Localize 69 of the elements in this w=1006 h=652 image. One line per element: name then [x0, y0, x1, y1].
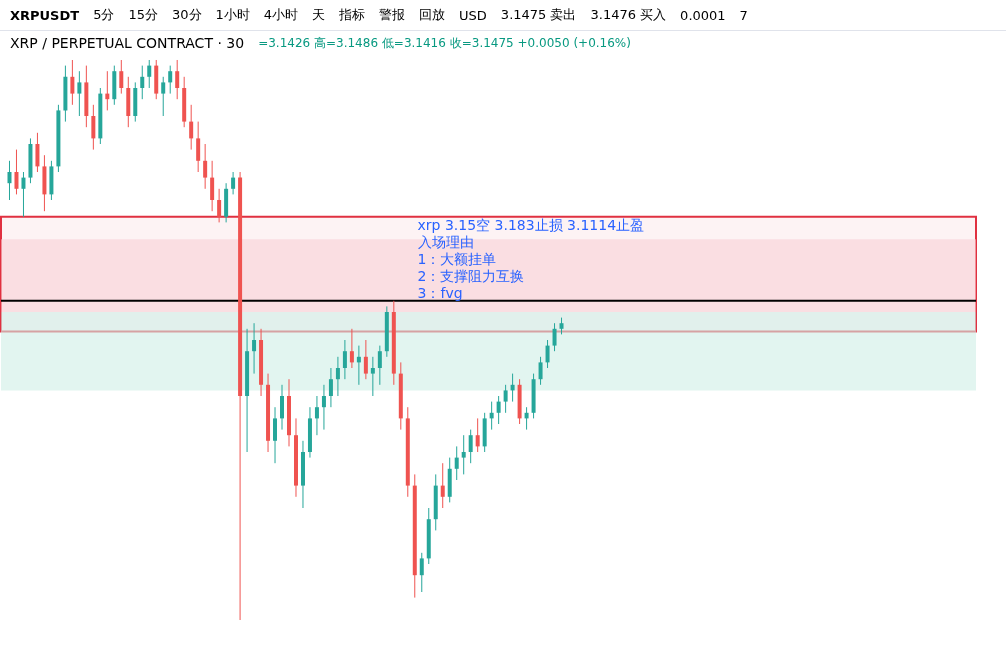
text: 天 [312, 6, 326, 24]
candlestick [489, 401, 494, 431]
candlestick [475, 417, 480, 453]
text: 4小时 [263, 6, 299, 24]
candlestick [496, 395, 501, 425]
candlestick [217, 188, 222, 223]
candlestick [321, 384, 326, 431]
candlestick [210, 160, 215, 212]
candlestick [440, 462, 445, 509]
candlestick [140, 65, 145, 100]
candlestick [70, 59, 75, 106]
candlestick [168, 65, 173, 95]
candlestick [524, 406, 529, 431]
text: 30分 [171, 6, 202, 24]
candlestick [370, 356, 375, 397]
candlestick [161, 76, 166, 117]
annotation: 1：大额挂单 [417, 250, 497, 267]
candlestick [14, 149, 19, 195]
candlestick [119, 59, 124, 95]
candlestick [21, 171, 26, 218]
annotation: xrp 3.15空 3.183止损 3.1114止盈 [417, 216, 645, 233]
text: 3.1476 买入 [590, 6, 667, 24]
candlestick [349, 328, 354, 369]
candlestick [35, 132, 40, 173]
candlestick [363, 339, 368, 380]
candlestick [503, 384, 508, 414]
candlestick [342, 339, 347, 380]
text: 5分 [93, 6, 115, 24]
annotation: 2：支撑阻力互换 [417, 267, 525, 284]
candlestick [203, 143, 208, 190]
candlestick [356, 345, 361, 386]
candlestick [419, 552, 424, 593]
candlestick [189, 104, 194, 151]
annotation: 3：fvg [417, 284, 463, 301]
candlestick [461, 434, 466, 475]
text: 7 [739, 7, 748, 23]
annotation: 入场理由 [417, 233, 474, 250]
candlestick [91, 104, 96, 151]
text: 回放 [419, 6, 446, 24]
text: 0.0001 [680, 7, 726, 23]
text: 15分 [128, 6, 158, 24]
candlestick [510, 373, 515, 403]
candlestick [280, 384, 285, 431]
candlestick [231, 171, 236, 195]
candlestick [175, 59, 180, 100]
text: 警报 [379, 6, 406, 24]
text: XRPUSDT [10, 7, 80, 23]
candlestick [335, 356, 340, 397]
candlestick [545, 339, 550, 369]
text: 指标 [339, 6, 366, 24]
candlestick [196, 121, 201, 173]
candlestick [538, 356, 543, 386]
chart-title: XRP / PERPETUAL CONTRACT · 30 [10, 35, 245, 51]
text: 3.1475 卖出 [500, 6, 577, 24]
candlestick [252, 322, 257, 375]
candlestick [468, 429, 473, 464]
candlestick [377, 345, 382, 386]
candlestick [147, 59, 152, 89]
candlestick [314, 395, 319, 436]
candlestick [328, 367, 333, 408]
chart-subtitle: =3.1426 高=3.1486 低=3.1416 收=3.1475 +0.0050 (+0.16%) [258, 34, 631, 52]
candlestick [77, 70, 82, 117]
candlestick [454, 445, 459, 481]
text: 1小时 [215, 6, 250, 24]
candlestick [105, 70, 110, 111]
text: USD [459, 7, 487, 23]
candlestick [273, 406, 278, 464]
candlestick [7, 160, 12, 201]
candlestick [552, 322, 557, 352]
